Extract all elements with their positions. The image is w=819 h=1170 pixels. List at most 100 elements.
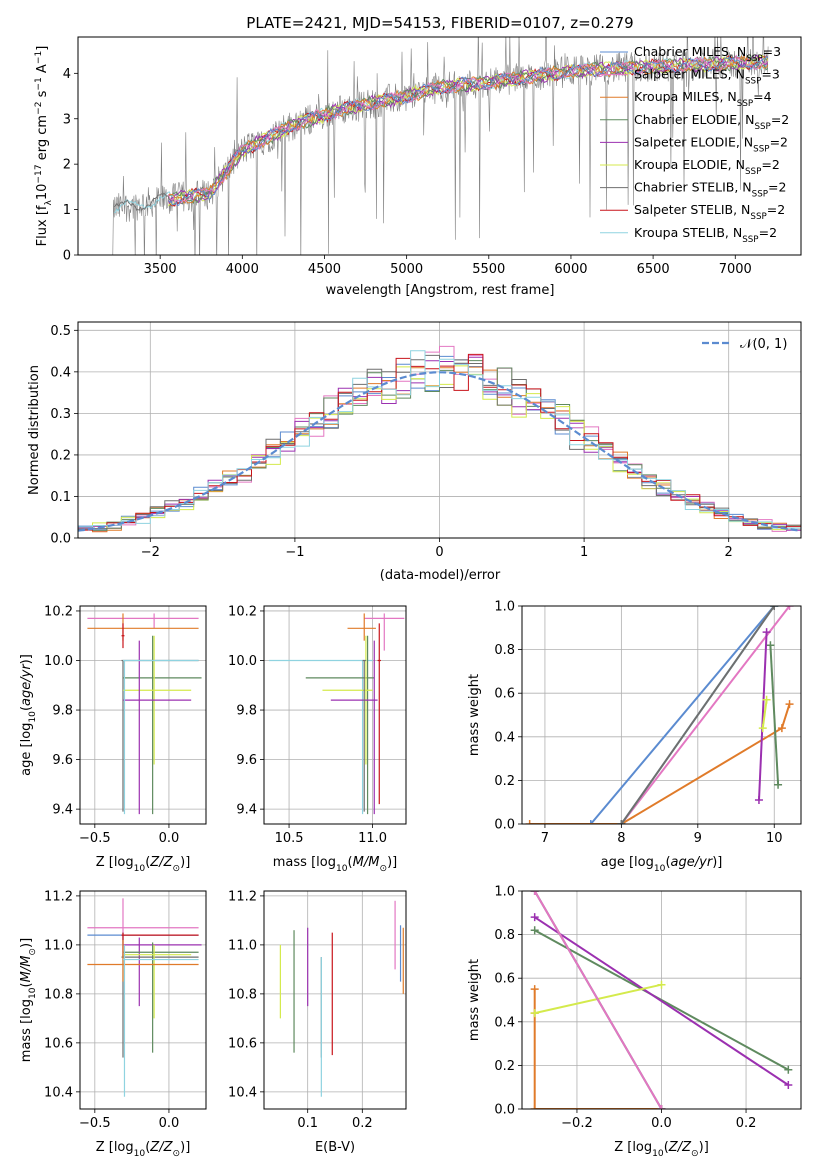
plots: 3500 4000 4500 5000 5500 6000 6500 7000 0 1 2 3 4 Cha… bbox=[19, 36, 802, 1159]
x-tick-label: 6500 bbox=[637, 262, 670, 277]
plot-area bbox=[87, 898, 202, 1097]
y-tick-label: 10.8 bbox=[228, 987, 257, 1002]
y-axis-label: mass [log10(M/M⊙)] bbox=[19, 938, 38, 1062]
weight-line-salpeter_miles bbox=[533, 891, 663, 1109]
x-axis-label: Z [log10(Z/Z⊙)] bbox=[96, 855, 191, 874]
mass-vs-metallicity-panel: −0.5 0.0 10.4 10.6 10.8 11.0 11.2 Z [log10(Z/Z⊙… bbox=[19, 889, 207, 1159]
y-tick-label: 10.0 bbox=[44, 654, 73, 669]
weight-marker-kroupa_elodie bbox=[530, 1009, 539, 1018]
y-tick-label: 0.2 bbox=[50, 448, 71, 463]
axes-frame bbox=[263, 605, 407, 825]
weight-marker-kroupa_miles bbox=[777, 724, 786, 733]
x-tick-label: 5500 bbox=[472, 262, 505, 277]
mass-vs-extinction-panel: 0.1 0.2 10.4 10.6 10.8 11.0 11.2 E(B-V) bbox=[228, 889, 407, 1155]
x-axis-label: age [log10(age/yr)] bbox=[601, 855, 723, 874]
weight-marker-kroupa_miles bbox=[525, 820, 534, 824]
x-tick-label: 0.2 bbox=[736, 1116, 757, 1131]
y-axis-label: mass weight bbox=[467, 959, 482, 1041]
y-tick-label: 10.4 bbox=[44, 1085, 73, 1100]
y-tick-label: 9.6 bbox=[236, 753, 257, 768]
age-vs-metallicity-panel: −0.5 0.0 9.4 9.6 9.8 10.0 10.2 Z [log10(Z/Z⊙)] a… bbox=[19, 604, 207, 874]
weight-marker-kroupa_elodie bbox=[657, 980, 666, 989]
y-tick-label: 11.0 bbox=[44, 938, 73, 953]
legend-label-kroupa_stelib: Kroupa STELIB, NSSP=2 bbox=[634, 225, 777, 245]
y-tick-label: 0.6 bbox=[494, 687, 515, 702]
y-tick-label: 0.3 bbox=[50, 407, 71, 422]
plot-area bbox=[530, 891, 793, 1109]
x-axis-label: E(B-V) bbox=[315, 1140, 355, 1155]
weight-marker-salpeter_elodie bbox=[754, 796, 763, 805]
weight-marker-kroupa_miles bbox=[785, 700, 794, 709]
weight-line-chabrier_stelib bbox=[620, 606, 776, 824]
x-axis-label: mass [log10(M/M⊙)] bbox=[273, 855, 397, 874]
gaussian-reference-curve bbox=[78, 371, 799, 532]
x-tick-label: 10 bbox=[766, 831, 783, 846]
x-axis-label: Z [log10(Z/Z⊙)] bbox=[96, 1140, 191, 1159]
x-tick-label: −0.5 bbox=[79, 1116, 111, 1131]
plot-area bbox=[87, 613, 202, 815]
y-tick-label: 11.2 bbox=[228, 889, 257, 904]
axes-frame bbox=[521, 605, 802, 825]
x-tick-label: −1 bbox=[285, 545, 304, 560]
x-tick-label: 0.0 bbox=[159, 1116, 180, 1131]
model-line-kroupa_stelib bbox=[114, 55, 768, 214]
y-tick-label: 0.0 bbox=[494, 818, 515, 833]
y-axis-label: age [log10(age/yr)] bbox=[19, 654, 38, 776]
weight-line-chabrier_elodie bbox=[769, 645, 780, 785]
axes-frame bbox=[521, 890, 802, 1110]
plot-area bbox=[269, 613, 405, 815]
y-tick-label: 0.0 bbox=[50, 532, 71, 547]
y-tick-label: 10.0 bbox=[228, 654, 257, 669]
model-line-chabrier_miles bbox=[168, 55, 769, 207]
axes-frame bbox=[263, 890, 407, 1110]
y-tick-label: 10.2 bbox=[228, 604, 257, 619]
y-tick-label: 0 bbox=[63, 249, 71, 264]
weight-line-salpeter_miles bbox=[620, 606, 791, 824]
weight-marker-kroupa_elodie bbox=[762, 695, 771, 704]
weight-line-salpeter_elodie bbox=[534, 916, 789, 1086]
y-tick-label: 10.4 bbox=[228, 1085, 257, 1100]
y-tick-label: 10.2 bbox=[44, 604, 73, 619]
weight-marker-chabrier_stelib bbox=[617, 820, 626, 824]
x-tick-label: 9 bbox=[694, 831, 702, 846]
x-tick-label: 8 bbox=[617, 831, 625, 846]
y-tick-label: 0.5 bbox=[50, 324, 71, 339]
axes-frame bbox=[77, 321, 802, 539]
x-tick-label: 11.0 bbox=[358, 831, 387, 846]
legend-label-gaussian: 𝒩(0, 1) bbox=[740, 337, 787, 352]
legend-label-chabrier_miles: Chabrier MILES, NSSP=3 bbox=[634, 44, 781, 64]
x-tick-label: 1 bbox=[580, 545, 588, 560]
x-tick-label: 2 bbox=[725, 545, 733, 560]
y-tick-label: 0.1 bbox=[50, 490, 71, 505]
y-tick-label: 1.0 bbox=[494, 600, 515, 615]
plot-area bbox=[525, 606, 794, 824]
legend-label-kroupa_elodie: Kroupa ELODIE, NSSP=2 bbox=[634, 157, 780, 177]
x-axis-label: wavelength [Angstrom, rest frame] bbox=[326, 283, 555, 298]
mass-weight-vs-metallicity-panel: −0.2 0.0 0.2 0.0 0.2 0.4 0.6 0.8 1.0 Z [log10(Z/Z… bbox=[467, 885, 802, 1159]
weight-marker-kroupa_miles bbox=[530, 1105, 539, 1109]
age-vs-mass-panel: 10.5 11.0 9.4 9.6 9.8 10.0 10.2 mass [log10(M/M… bbox=[228, 604, 407, 874]
y-tick-label: 10.8 bbox=[44, 987, 73, 1002]
y-tick-label: 0.8 bbox=[494, 643, 515, 658]
weight-line-kroupa_elodie bbox=[761, 699, 768, 729]
y-tick-label: 0.8 bbox=[494, 928, 515, 943]
y-tick-label: 1.0 bbox=[494, 885, 515, 900]
legend-label-salpeter_miles: Salpeter MILES, NSSP=3 bbox=[634, 67, 780, 87]
x-axis-label: Z [log10(Z/Z⊙)] bbox=[614, 1140, 709, 1159]
y-tick-label: 1 bbox=[63, 203, 71, 218]
legend-label-kroupa_miles: Kroupa MILES, NSSP=4 bbox=[634, 89, 772, 109]
legend-label-chabrier_elodie: Chabrier ELODIE, NSSP=2 bbox=[634, 112, 789, 132]
histogram-panel: −2 −1 0 1 2 0.0 0.1 0.2 0.3 0.4 0.5 𝒩(0, 1) (data-mo… bbox=[27, 321, 802, 583]
y-tick-label: 9.6 bbox=[52, 753, 73, 768]
y-tick-label: 10.6 bbox=[228, 1036, 257, 1051]
x-tick-label: 0.1 bbox=[297, 1116, 318, 1131]
y-tick-label: 0.2 bbox=[494, 774, 515, 789]
y-axis-label: Normed distribution bbox=[27, 365, 42, 495]
weight-marker-chabrier_elodie bbox=[766, 641, 775, 650]
model-line-salpeter_stelib bbox=[167, 55, 769, 207]
x-tick-label: 0 bbox=[435, 545, 443, 560]
x-tick-label: −0.5 bbox=[79, 831, 111, 846]
x-tick-label: 0.2 bbox=[352, 1116, 373, 1131]
plot-area bbox=[78, 345, 801, 533]
model-line-salpeter_miles bbox=[167, 54, 769, 204]
